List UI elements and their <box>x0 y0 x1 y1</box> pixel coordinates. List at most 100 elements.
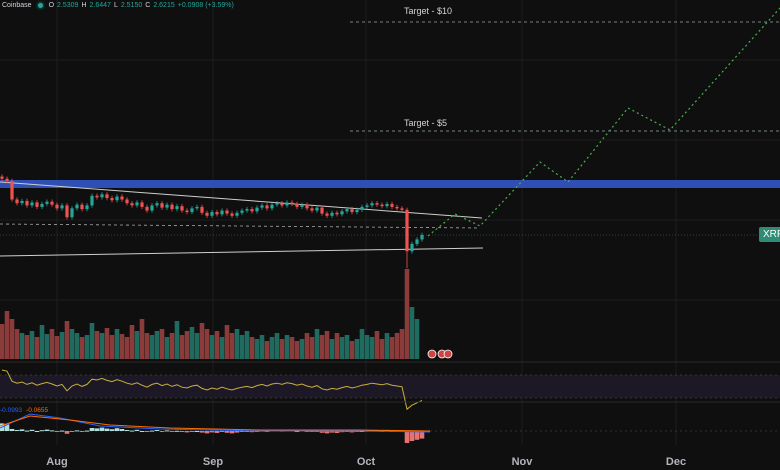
volume-bar <box>284 335 290 359</box>
volume-bar <box>114 329 120 359</box>
volume-bar <box>414 319 420 359</box>
volume-bar <box>214 331 220 359</box>
macd-hist-bar <box>319 431 325 433</box>
candle <box>10 180 14 200</box>
candle <box>350 209 354 213</box>
volume-bar <box>164 337 170 359</box>
candle <box>400 208 404 210</box>
volume-bar <box>314 329 320 359</box>
volume-bar <box>14 329 20 359</box>
x-axis: Aug Sep Oct Nov Dec <box>46 456 686 468</box>
volume-bar <box>364 335 370 359</box>
us-flag-event-icon[interactable] <box>427 349 437 359</box>
volume-bar <box>119 334 125 359</box>
candle <box>370 203 374 206</box>
high-value: 2.6447 <box>89 2 111 9</box>
volume-bar <box>299 339 305 359</box>
candle <box>250 209 254 212</box>
volume-bar <box>104 328 110 359</box>
open-label: O <box>48 2 55 9</box>
exchange-label: Coinbase <box>2 2 32 9</box>
volume-bar <box>254 339 260 359</box>
volume-bar <box>39 325 45 359</box>
macd-hist-bar <box>124 430 130 431</box>
volume-bar <box>159 329 165 359</box>
volume-bar <box>149 335 155 359</box>
candle <box>230 213 234 216</box>
volume-bar <box>374 331 380 359</box>
macd-hist-bar <box>354 431 360 432</box>
macd-hist-bar <box>104 428 110 431</box>
candle <box>190 208 194 213</box>
volume-bar <box>99 333 105 359</box>
target-10-label: Target - $10 <box>404 6 452 16</box>
signal-line <box>0 415 431 432</box>
macd-hist-bar <box>219 431 225 432</box>
macd-line <box>0 413 431 433</box>
candle <box>280 203 284 206</box>
volume-bar <box>354 339 360 359</box>
candle <box>160 203 164 208</box>
volume-bar <box>219 337 225 359</box>
candle <box>150 205 154 211</box>
volume-bar <box>244 331 250 359</box>
volume-bar <box>89 323 95 359</box>
volume-bar <box>129 325 135 359</box>
candle <box>365 205 369 207</box>
candle <box>95 195 99 198</box>
candle <box>50 201 54 205</box>
resistance-band[interactable] <box>0 180 780 188</box>
volume-bar <box>139 319 145 359</box>
volume-bar <box>269 337 275 359</box>
projection-path[interactable] <box>427 7 780 237</box>
candle <box>105 194 109 198</box>
volume-bar <box>259 335 265 359</box>
volume-bar <box>399 329 405 359</box>
macd-hist-bar <box>54 431 60 432</box>
candle <box>315 207 319 211</box>
macd-hist-bar <box>19 429 25 431</box>
candle <box>15 199 19 204</box>
candle <box>165 204 169 208</box>
candle <box>45 201 49 204</box>
rsi-band <box>0 375 780 398</box>
macd-hist-bar <box>69 431 75 432</box>
candle <box>40 203 44 207</box>
volume-bar <box>64 321 70 359</box>
macd-hist-bar <box>39 430 45 432</box>
volume-bar <box>199 323 205 359</box>
dashed-level-line[interactable] <box>0 223 481 229</box>
macd-hist-bar <box>304 431 310 432</box>
macd-hist-bar <box>204 431 210 434</box>
candle <box>135 202 139 206</box>
candle <box>395 206 399 209</box>
close-label: C <box>145 2 151 9</box>
macd-hist-bar <box>154 430 160 431</box>
candle <box>80 204 84 210</box>
candle <box>345 209 349 212</box>
macd-hist-bar <box>409 431 415 441</box>
candle <box>255 207 259 212</box>
macd-hist-bar <box>339 431 345 433</box>
signal-value: -0.0655 <box>26 407 49 414</box>
volume-bar <box>179 335 185 359</box>
candle <box>35 202 39 207</box>
macd-hist-bar <box>74 430 80 432</box>
candle <box>275 203 279 205</box>
support-trendline[interactable] <box>0 247 484 257</box>
candle <box>265 205 269 209</box>
macd-hist-bar <box>89 428 95 431</box>
macd-hist-bar <box>49 430 55 432</box>
volume-bar <box>329 339 335 359</box>
macd-hist-bar <box>419 431 425 439</box>
volume-bar <box>264 341 270 359</box>
symbol-price-tag[interactable]: XRP <box>759 227 780 242</box>
open-value: 2.5309 <box>57 2 79 9</box>
volume-bar <box>359 329 365 359</box>
us-flag-event-icon[interactable] <box>443 349 453 359</box>
event-icons[interactable] <box>427 349 453 359</box>
x-tick-label: Oct <box>357 456 376 468</box>
macd-hist-bar <box>214 431 220 433</box>
